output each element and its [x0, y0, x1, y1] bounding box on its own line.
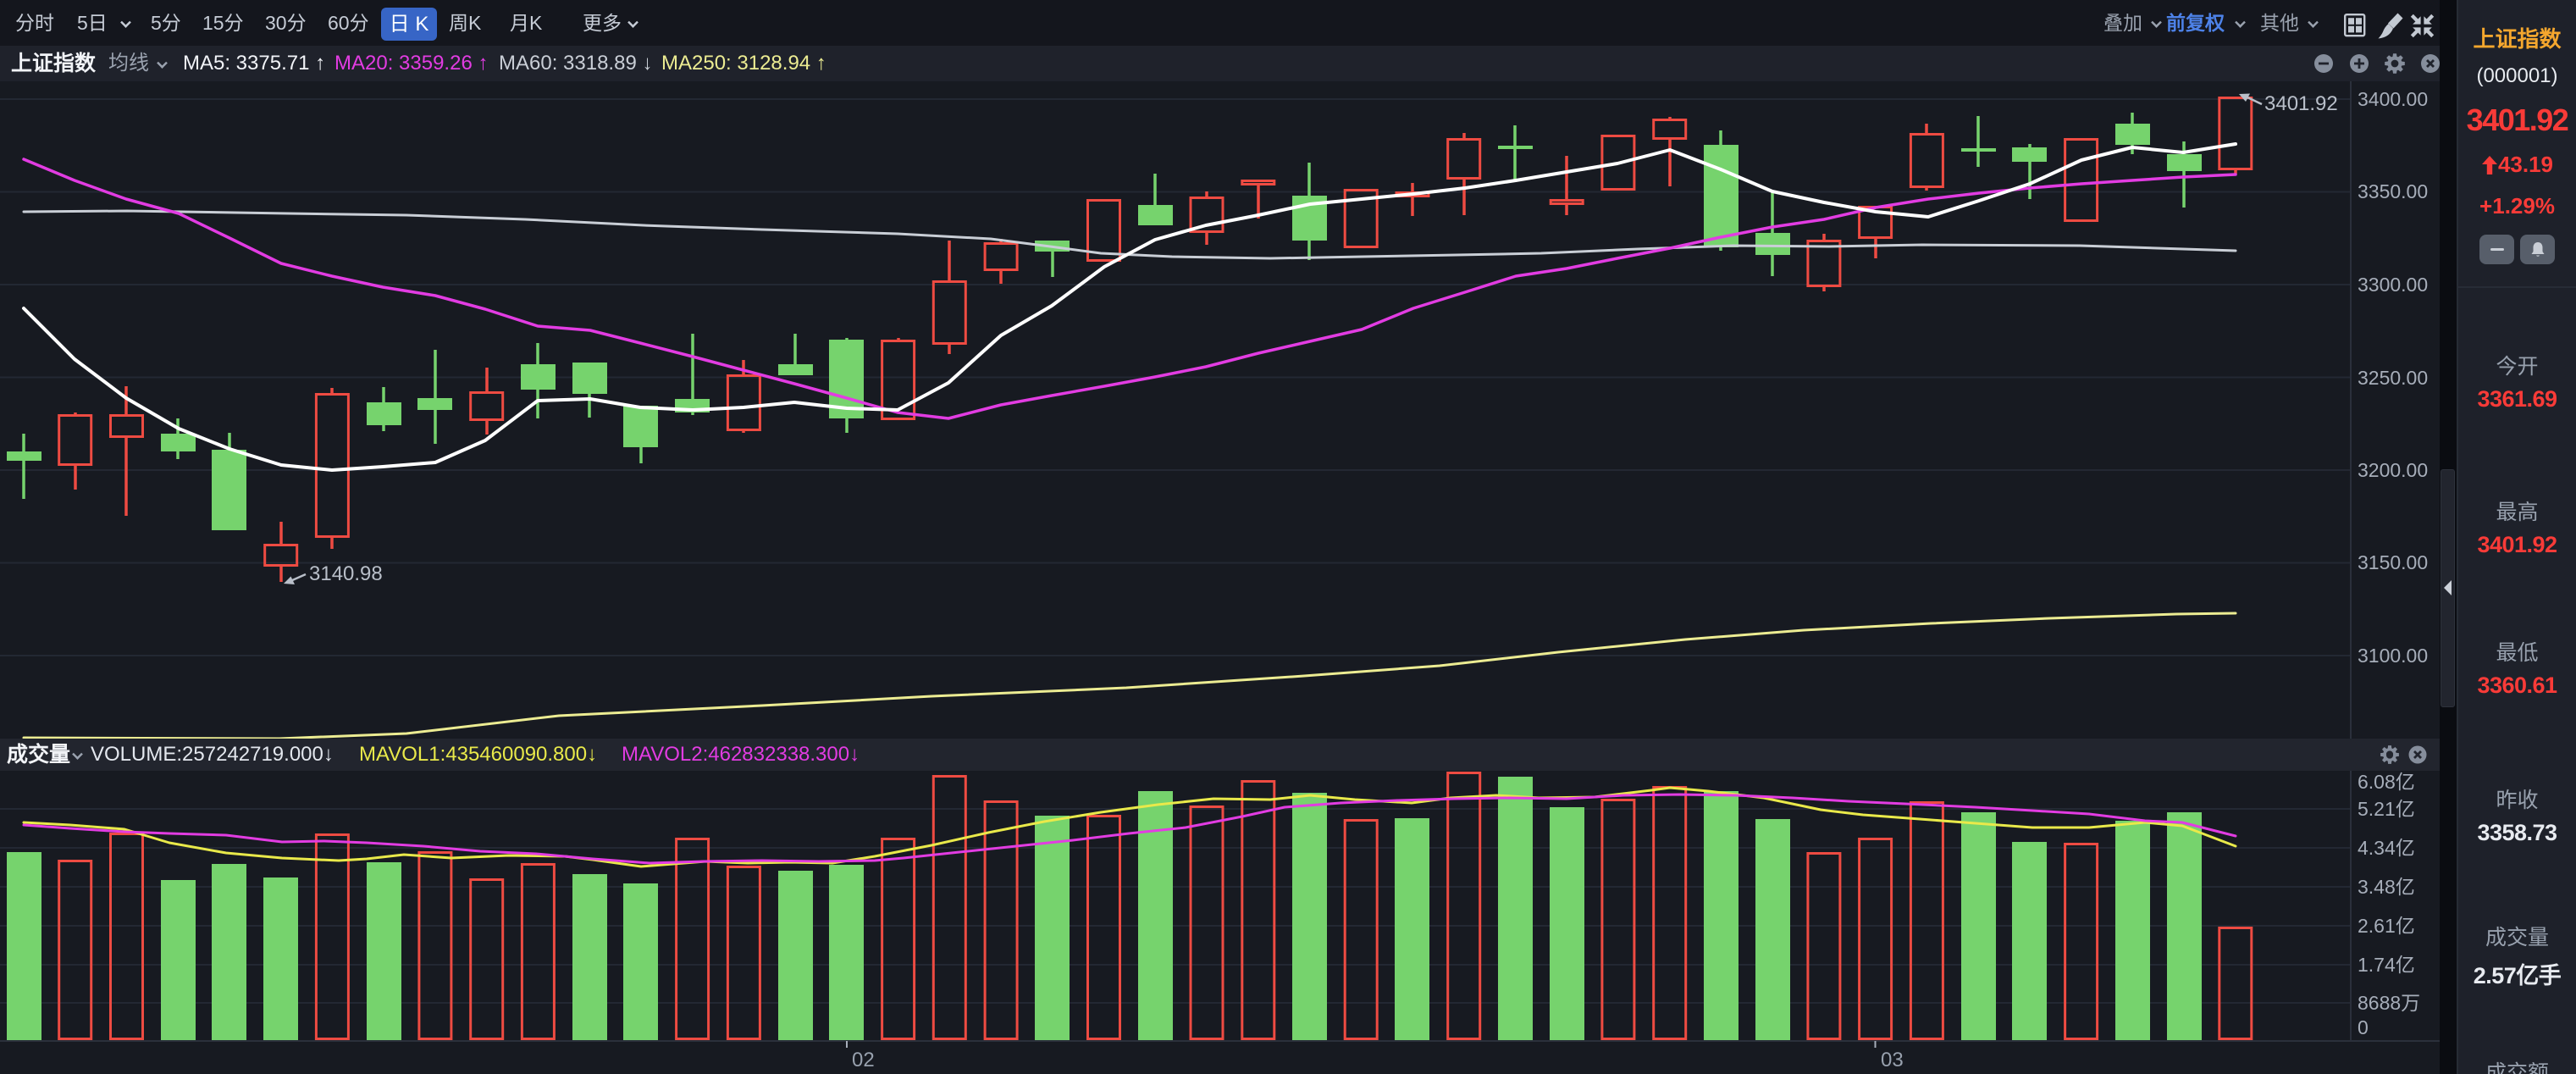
svg-text:3100.00: 3100.00 — [2358, 645, 2428, 667]
svg-text:2.61亿: 2.61亿 — [2358, 915, 2415, 937]
svg-text:3150.00: 3150.00 — [2358, 551, 2428, 573]
svg-text:6.08亿: 6.08亿 — [2358, 771, 2415, 793]
svg-text:5.21亿: 5.21亿 — [2358, 798, 2415, 820]
svg-text:3250.00: 3250.00 — [2358, 367, 2428, 389]
svg-text:3400.00: 3400.00 — [2358, 88, 2428, 110]
svg-text:3140.98: 3140.98 — [309, 562, 383, 585]
svg-text:02: 02 — [852, 1049, 875, 1071]
svg-text:3300.00: 3300.00 — [2358, 274, 2428, 296]
svg-text:03: 03 — [1881, 1049, 1904, 1071]
svg-text:8688万: 8688万 — [2358, 992, 2420, 1014]
svg-text:3401.92: 3401.92 — [2264, 92, 2338, 115]
svg-text:3.48亿: 3.48亿 — [2358, 876, 2415, 898]
svg-text:1.74亿: 1.74亿 — [2358, 954, 2415, 976]
svg-text:3350.00: 3350.00 — [2358, 180, 2428, 202]
svg-text:0: 0 — [2358, 1016, 2369, 1038]
svg-text:3200.00: 3200.00 — [2358, 459, 2428, 481]
svg-text:4.34亿: 4.34亿 — [2358, 837, 2415, 859]
